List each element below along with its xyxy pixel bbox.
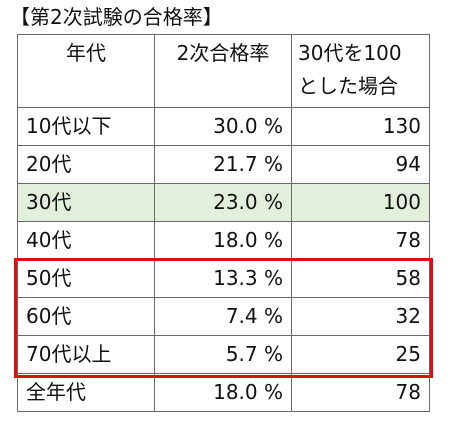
table-header-row: 年代 2次合格率 30代を100 とした場合 [17, 34, 430, 108]
row-index: 78 [291, 373, 430, 412]
row-age: 50代 [17, 259, 155, 298]
row-index: 58 [291, 259, 430, 298]
table-row: 10代以下 30.0 % 130 [17, 107, 430, 146]
row-age: 60代 [17, 297, 155, 336]
pass-rate-table: 年代 2次合格率 30代を100 とした場合 10代以下 30.0 % 130 2… [17, 34, 430, 412]
header-pass-rate: 2次合格率 [154, 34, 292, 108]
header-index-line2: とした場合 [298, 74, 398, 98]
row-age: 10代以下 [17, 107, 155, 146]
row-index: 78 [291, 221, 430, 260]
row-index: 25 [291, 335, 430, 374]
row-age: 全年代 [17, 373, 155, 412]
row-pass-rate: 18.0 % [154, 373, 292, 412]
table-row-total: 全年代 18.0 % 78 [17, 373, 430, 412]
row-pass-rate: 13.3 % [154, 259, 292, 298]
row-pass-rate: 30.0 % [154, 107, 292, 146]
table-row-baseline: 30代 23.0 % 100 [17, 183, 430, 222]
row-age: 30代 [17, 183, 155, 222]
row-pass-rate: 7.4 % [154, 297, 292, 336]
row-pass-rate: 21.7 % [154, 145, 292, 184]
header-index: 30代を100 とした場合 [291, 34, 430, 108]
header-age: 年代 [17, 34, 155, 108]
table-row: 40代 18.0 % 78 [17, 221, 430, 260]
row-index: 32 [291, 297, 430, 336]
table-row: 20代 21.7 % 94 [17, 145, 430, 184]
row-pass-rate: 18.0 % [154, 221, 292, 260]
row-pass-rate: 5.7 % [154, 335, 292, 374]
row-index: 94 [291, 145, 430, 184]
table-row: 50代 13.3 % 58 [17, 259, 430, 298]
header-index-line1: 30代を100 [298, 41, 402, 65]
row-index: 130 [291, 107, 430, 146]
table-row: 70代以上 5.7 % 25 [17, 335, 430, 374]
table-row: 60代 7.4 % 32 [17, 297, 430, 336]
row-index: 100 [291, 183, 430, 222]
row-pass-rate: 23.0 % [154, 183, 292, 222]
table-title: 【第2次試験の合格率】 [10, 5, 223, 29]
row-age: 40代 [17, 221, 155, 260]
row-age: 70代以上 [17, 335, 155, 374]
row-age: 20代 [17, 145, 155, 184]
